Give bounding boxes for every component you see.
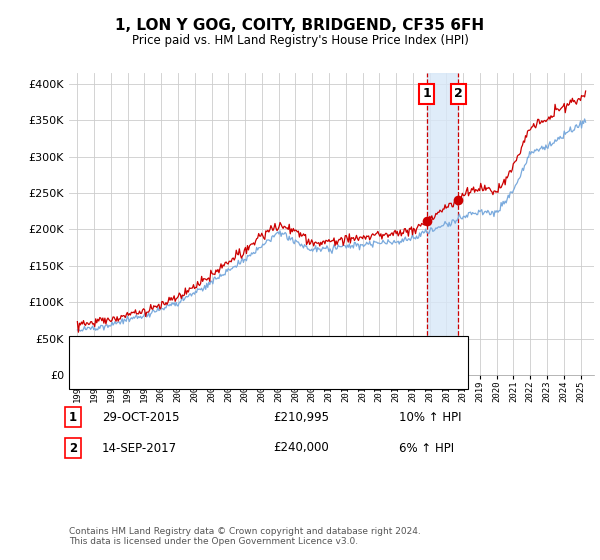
Text: 29-OCT-2015: 29-OCT-2015	[102, 410, 179, 424]
Text: —: —	[75, 365, 93, 383]
Text: Contains HM Land Registry data © Crown copyright and database right 2024.
This d: Contains HM Land Registry data © Crown c…	[69, 526, 421, 546]
Text: 14-SEP-2017: 14-SEP-2017	[102, 441, 177, 455]
Text: Price paid vs. HM Land Registry's House Price Index (HPI): Price paid vs. HM Land Registry's House …	[131, 34, 469, 47]
Text: 1: 1	[422, 87, 431, 100]
Bar	[427, 73, 458, 375]
Text: 6% ↑ HPI: 6% ↑ HPI	[399, 441, 454, 455]
Text: 1, LON Y GOG, COITY, BRIDGEND, CF35 6FH (detached house): 1, LON Y GOG, COITY, BRIDGEND, CF35 6FH …	[96, 346, 419, 356]
Text: £210,995: £210,995	[273, 410, 329, 424]
Text: 2: 2	[454, 87, 463, 100]
Text: 1, LON Y GOG, COITY, BRIDGEND, CF35 6FH: 1, LON Y GOG, COITY, BRIDGEND, CF35 6FH	[115, 18, 485, 32]
Text: —: —	[75, 342, 93, 360]
Text: HPI: Average price, detached house, Bridgend: HPI: Average price, detached house, Brid…	[96, 369, 336, 379]
Text: £240,000: £240,000	[273, 441, 329, 455]
Text: 2: 2	[69, 441, 77, 455]
Text: 10% ↑ HPI: 10% ↑ HPI	[399, 410, 461, 424]
Text: 1: 1	[69, 410, 77, 424]
